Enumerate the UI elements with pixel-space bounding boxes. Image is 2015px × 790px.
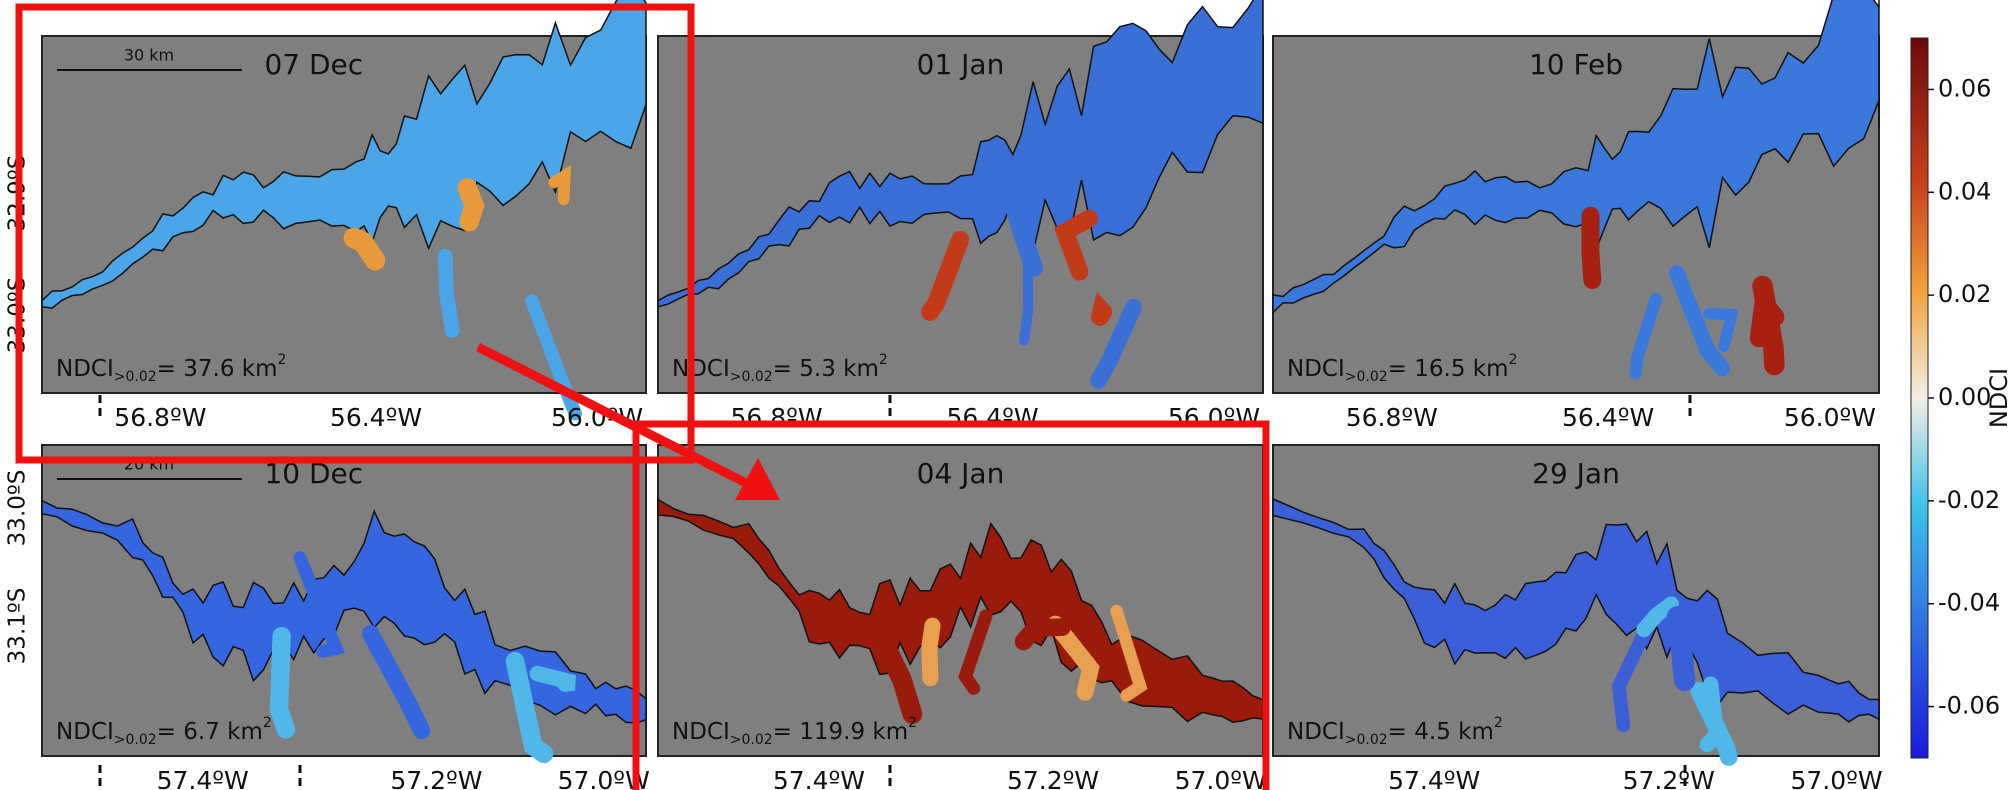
area-threshold: >0.02 (730, 732, 773, 748)
colorbar-label: NDCI (1985, 368, 2013, 428)
colorbar-tick-label: -0.04 (1938, 589, 2000, 617)
colorbar-tick-label: 0.04 (1938, 177, 1991, 205)
figure: 07 Dec30 kmNDCI>0.02= 37.6 km256.8ºW56.4… (0, 0, 2015, 790)
x-tick-label: 56.8ºW (114, 403, 206, 432)
area-index: NDCI (672, 356, 730, 382)
x-tick-label: 56.4ºW (1562, 403, 1654, 432)
x-tick-label: 56.8ºW (1346, 403, 1438, 432)
area-index: NDCI (672, 719, 730, 745)
x-tick-label: 57.2ºW (1623, 766, 1715, 790)
scale-bar-label: 30 km (124, 46, 174, 65)
area-unit-power: 2 (1494, 715, 1503, 731)
area-threshold: >0.02 (114, 369, 157, 385)
reservoir-arm (1590, 216, 1592, 280)
area-value: = 37.6 km (157, 356, 278, 382)
x-tick-label: 56.0ºW (1168, 403, 1260, 432)
x-tick-label: 57.4ºW (1388, 766, 1480, 790)
x-tick-label: 56.4ºW (330, 403, 422, 432)
area-value: = 119.9 km (773, 719, 908, 745)
colorbar-tick-label: 0.02 (1938, 280, 1991, 308)
area-index: NDCI (1287, 719, 1345, 745)
reservoir-arm (1763, 286, 1775, 365)
x-tick-label: 57.4ºW (773, 766, 865, 790)
map-panel: 07 Dec 30 km NDCI>0.02= 37.6 km2 (42, 0, 646, 414)
area-value: = 5.3 km (773, 356, 879, 382)
x-tick-label: 57.2ºW (1007, 766, 1099, 790)
panel-title: 07 Dec (264, 48, 363, 81)
colorbar (1911, 38, 1928, 758)
panel-title: 29 Jan (1532, 457, 1620, 490)
colorbar-tick-label: -0.06 (1938, 692, 2000, 720)
area-index: NDCI (1287, 356, 1345, 382)
x-tick-label: 56.8ºW (730, 403, 822, 432)
y-tick-label: 33.0ºS (5, 470, 31, 547)
area-threshold: >0.02 (1345, 369, 1388, 385)
panel-title: 04 Jan (917, 457, 1005, 490)
area-label: NDCI>0.02= 119.9 km2 (672, 715, 917, 748)
colorbar-tick-label: -0.02 (1938, 486, 2000, 514)
area-value: = 4.5 km (1388, 719, 1494, 745)
area-label: NDCI>0.02= 4.5 km2 (1287, 715, 1503, 748)
reservoir-arm (1678, 617, 1685, 681)
area-value: = 16.5 km (1388, 356, 1509, 382)
reservoir-arm (929, 626, 932, 678)
x-tick-label: 57.0ºW (1175, 766, 1267, 790)
colorbar-tick-label: 0.00 (1938, 383, 1991, 411)
map-panel: 29 Jan NDCI>0.02= 4.5 km2 (1273, 445, 1879, 757)
panel-title: 10 Feb (1529, 48, 1623, 81)
area-label: NDCI>0.02= 37.6 km2 (56, 352, 286, 385)
x-tick-label: 56.0ºW (1784, 403, 1876, 432)
area-value: = 6.7 km (157, 719, 263, 745)
area-threshold: >0.02 (1345, 732, 1388, 748)
reservoir-arm (467, 188, 474, 222)
map-panel: 01 Jan NDCI>0.02= 5.3 km2 (658, 0, 1263, 393)
area-label: NDCI>0.02= 16.5 km2 (1287, 352, 1517, 385)
reservoir-arm (279, 636, 286, 729)
area-unit-power: 2 (879, 352, 888, 368)
x-tick-label: 57.4ºW (157, 766, 249, 790)
area-unit-power: 2 (263, 715, 272, 731)
reservoir-arm (445, 256, 452, 330)
y-tick-label: 33.1ºS (5, 588, 31, 665)
area-label: NDCI>0.02= 5.3 km2 (672, 352, 888, 385)
area-unit-power: 2 (1509, 352, 1518, 368)
area-unit-power: 2 (908, 715, 917, 731)
area-unit-power: 2 (278, 352, 287, 368)
map-panel: 10 Feb NDCI>0.02= 16.5 km2 (1273, 0, 1879, 393)
colorbar-tick-label: 0.06 (1938, 74, 1991, 102)
x-tick-label: 57.0ºW (1790, 766, 1882, 790)
area-threshold: >0.02 (730, 369, 773, 385)
reservoir-arm (1100, 310, 1103, 317)
reservoir-arm (1707, 684, 1716, 744)
x-tick-label: 57.2ºW (390, 766, 482, 790)
area-threshold: >0.02 (114, 732, 157, 748)
area-index: NDCI (56, 719, 114, 745)
area-index: NDCI (56, 356, 114, 382)
area-label: NDCI>0.02= 6.7 km2 (56, 715, 272, 748)
reservoir-arm (538, 674, 575, 684)
panel-title: 01 Jan (917, 48, 1005, 81)
x-tick-label: 56.4ºW (946, 403, 1038, 432)
